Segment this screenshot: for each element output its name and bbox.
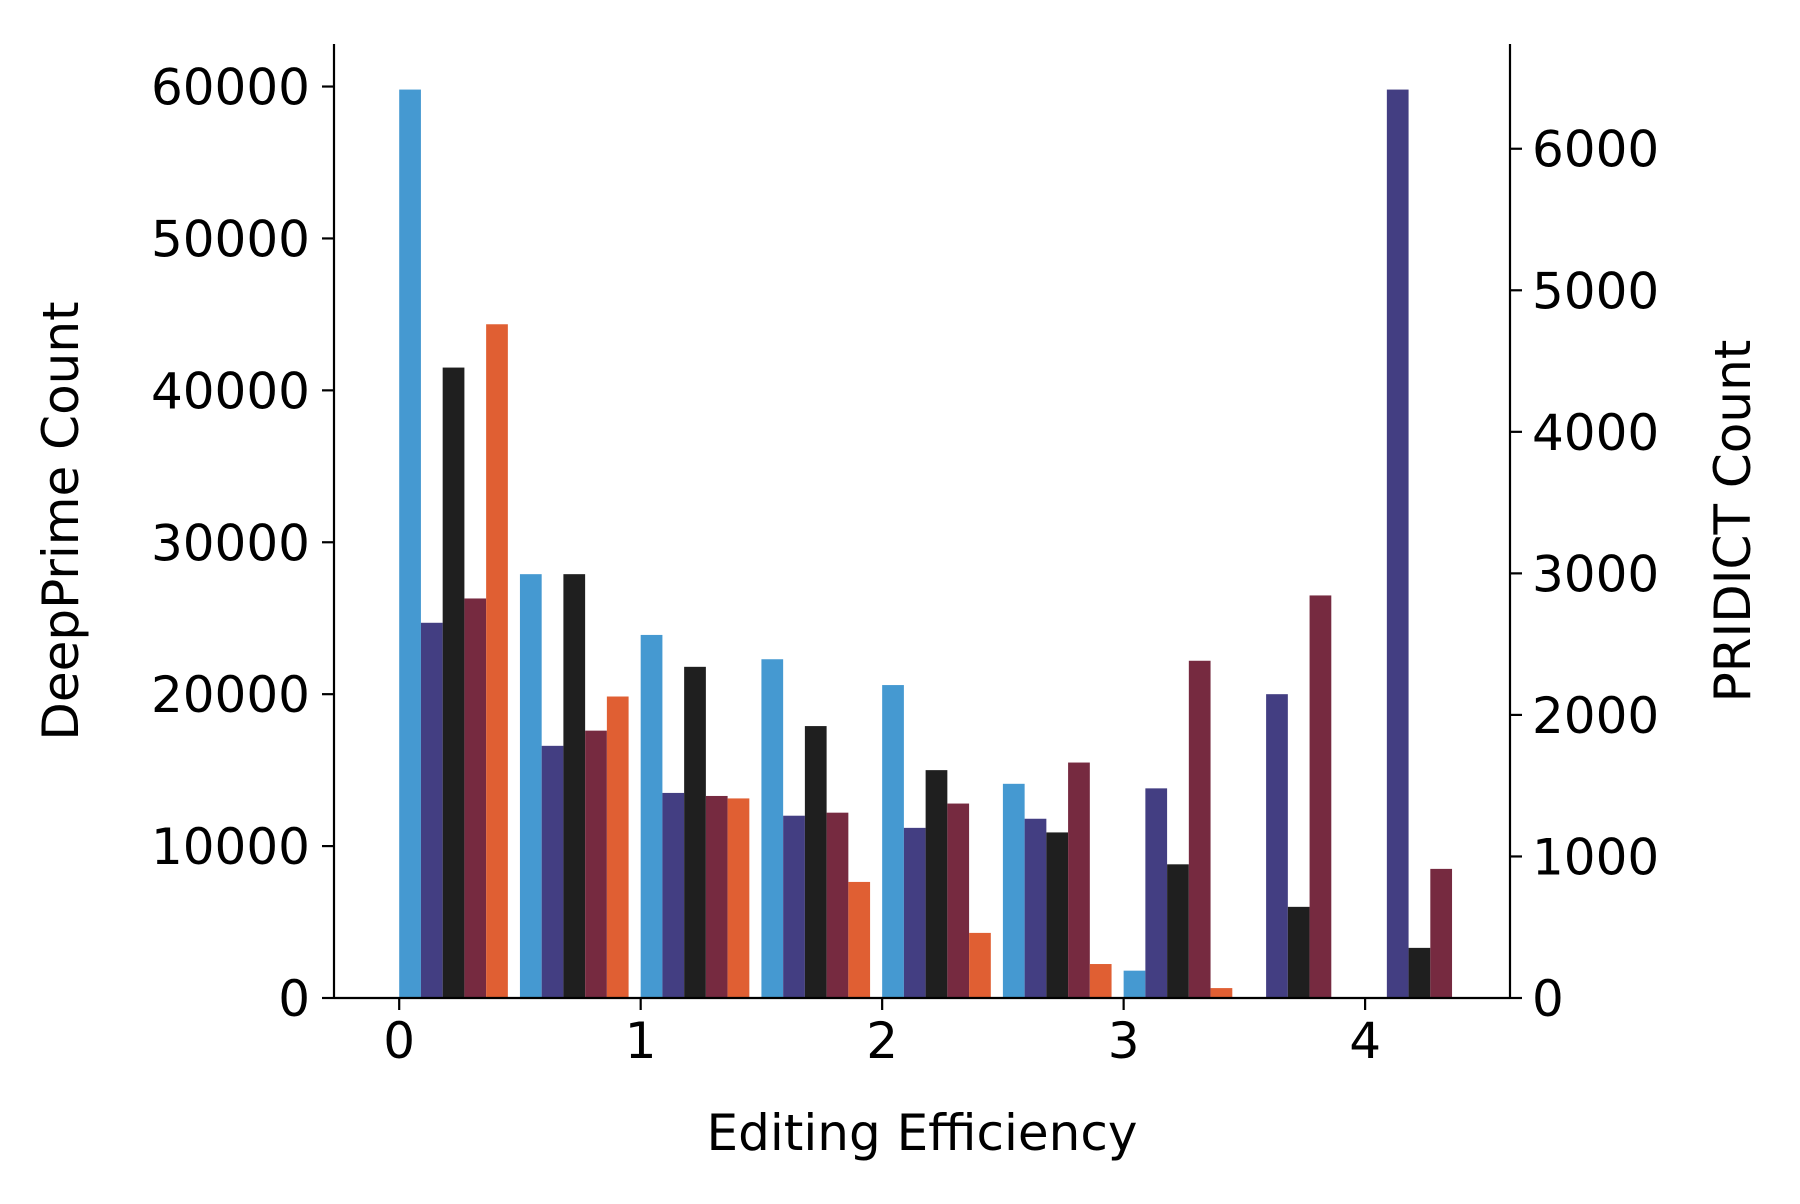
bar-series5-bin5: [969, 932, 991, 998]
bar-series5-bin1: [486, 324, 508, 998]
bar-series1-bin4: [761, 659, 784, 998]
bar-series4-bin8: [1309, 595, 1332, 998]
right-y-tick-label: 1000: [1532, 828, 1659, 886]
left-y-tick-label: 30000: [151, 514, 310, 572]
axes-group: 0 1 2 3 4 0 10000 20000 30000 40000 50000 60000 0 100…: [151, 44, 1659, 1070]
bar-series3-bin7: [1167, 864, 1189, 998]
bar-series2-bin9: [1386, 89, 1409, 998]
right-y-tick-label: 3000: [1532, 545, 1659, 603]
x-tick-label: 3: [1108, 1012, 1140, 1070]
bar-series1-bin2: [519, 574, 542, 998]
left-y-tick-label: 50000: [151, 210, 310, 268]
bar-series3-bin8: [1287, 906, 1310, 998]
right-y-tick-label: 6000: [1532, 121, 1659, 179]
bar-series1-bin6: [1002, 783, 1025, 998]
right-y-tick-label: 5000: [1532, 262, 1659, 320]
x-tick-label: 1: [625, 1012, 657, 1070]
bar-series4-bin9: [1430, 868, 1453, 998]
bar-series4-bin1: [464, 598, 487, 998]
bar-series4-bin5: [947, 803, 970, 998]
bar-series3-bin6: [1046, 832, 1069, 998]
bar-series3-bin2: [563, 574, 586, 998]
right-y-tick-label: 4000: [1532, 404, 1659, 462]
left-y-tick-label: 20000: [151, 666, 310, 724]
bar-series4-bin6: [1068, 762, 1090, 998]
bar-series3-bin3: [684, 666, 706, 998]
bar-series2-bin3: [662, 792, 685, 998]
bar-series1-bin1: [399, 89, 421, 998]
bar-series2-bin5: [903, 827, 926, 998]
bar-series2-bin4: [783, 815, 805, 998]
bar-series5-bin4: [848, 881, 871, 998]
x-tick-label: 2: [866, 1012, 898, 1070]
bar-group: [399, 89, 1453, 998]
left-y-axis-title: DeepPrime Count: [32, 301, 90, 740]
x-tick-label: 4: [1349, 1012, 1381, 1070]
bar-series3-bin1: [442, 367, 465, 998]
bar-series5-bin7: [1210, 988, 1233, 998]
bar-series2-bin2: [541, 745, 564, 998]
bar-series2-bin1: [420, 622, 443, 998]
right-y-tick-label: 0: [1532, 970, 1564, 1028]
bar-series1-bin7: [1123, 970, 1146, 998]
left-y-tick-label: 0: [278, 970, 310, 1028]
bar-series5-bin3: [727, 798, 750, 998]
bar-series3-bin9: [1408, 947, 1431, 998]
bar-series4-bin4: [826, 812, 849, 998]
bar-series5-bin6: [1089, 964, 1112, 998]
bar-series1-bin5: [882, 685, 904, 998]
left-y-tick-label: 60000: [151, 59, 310, 117]
bar-series4-bin2: [585, 730, 607, 998]
bar-series2-bin6: [1024, 818, 1047, 998]
bar-series5-bin2: [606, 696, 629, 998]
right-y-axis-title: PRIDICT Count: [1704, 340, 1762, 703]
bar-series3-bin4: [804, 726, 827, 998]
bar-series4-bin3: [705, 795, 728, 998]
x-axis-title: Editing Efficiency: [707, 1104, 1138, 1162]
bar-series2-bin7: [1145, 788, 1168, 998]
bar-series4-bin7: [1188, 660, 1211, 998]
left-y-tick-label: 40000: [151, 362, 310, 420]
left-y-tick-label: 10000: [151, 818, 310, 876]
bar-series3-bin5: [925, 770, 948, 998]
bar-series2-bin8: [1266, 694, 1288, 998]
bar-series1-bin3: [640, 634, 663, 998]
x-tick-label: 0: [383, 1012, 415, 1070]
right-y-tick-label: 2000: [1532, 687, 1659, 745]
